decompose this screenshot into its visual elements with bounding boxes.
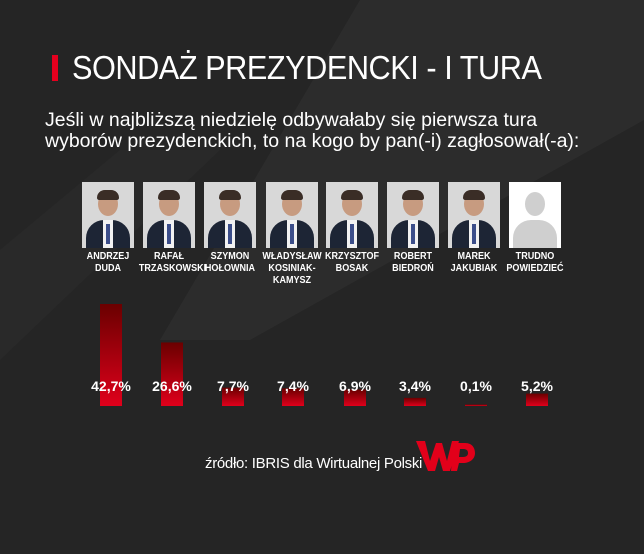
anonymous-silhouette-icon — [509, 182, 561, 248]
candidate-name: RAFAŁ TRZASKOWSKI — [138, 250, 207, 274]
candidate-photo — [143, 182, 195, 248]
candidate-photo — [387, 182, 439, 248]
bar-value-label: 42,7% — [91, 378, 131, 394]
candidate-name: TRUDNO POWIEDZIEĆ — [506, 250, 564, 274]
candidate-list: ANDRZEJ DUDA RAFAŁ TRZASKOWSKI SZYMON HOŁO… — [80, 182, 570, 292]
title-accent-bar — [52, 55, 58, 81]
bar-value-label: 7,7% — [217, 378, 249, 394]
candidate-2: SZYMON HOŁOWNIA — [204, 182, 256, 274]
bar-3 — [282, 388, 304, 406]
candidate-name: WŁADYSŁAW KOSINIAK- KAMYSZ — [262, 250, 322, 286]
bar-value-label: 6,9% — [339, 378, 371, 394]
bar-value-label: 5,2% — [521, 378, 553, 394]
bar-2 — [222, 387, 244, 406]
candidate-photo — [266, 182, 318, 248]
bar-7 — [526, 393, 548, 406]
candidate-photo — [448, 182, 500, 248]
bar-value-label: 3,4% — [399, 378, 431, 394]
candidate-name: MAREK JAKUBIAK — [450, 250, 498, 274]
title-row: SONDAŻ PREZYDENCKI - I TURA — [52, 48, 577, 88]
bar-5 — [404, 397, 426, 406]
candidate-name: SZYMON HOŁOWNIA — [204, 250, 256, 274]
bar-value-label: 7,4% — [277, 378, 309, 394]
bar-1 — [161, 342, 183, 406]
candidate-photo — [326, 182, 378, 248]
candidate-name: ROBERT BIEDROŃ — [392, 250, 434, 274]
source-note: źródło: IBRIS dla Wirtualnej Polski — [205, 455, 423, 472]
candidate-7: TRUDNO POWIEDZIEĆ — [506, 182, 564, 274]
bar-4 — [344, 389, 366, 406]
candidate-1: RAFAŁ TRZASKOWSKI — [139, 182, 206, 274]
candidate-photo — [82, 182, 134, 248]
candidate-name: ANDRZEJ DUDA — [86, 250, 130, 274]
bar-0 — [100, 304, 122, 406]
candidate-0: ANDRZEJ DUDA — [82, 182, 134, 274]
candidate-photo — [204, 182, 256, 248]
poll-question: Jeśli w najbliższą niedzielę odbywałaby … — [45, 109, 580, 152]
candidate-4: KRZYSZTOF BOSAK — [325, 182, 379, 274]
bar-value-label: 0,1% — [460, 378, 492, 394]
candidate-5: ROBERT BIEDROŃ — [387, 182, 439, 274]
candidate-3: WŁADYSŁAW KOSINIAK- KAMYSZ — [262, 182, 322, 286]
candidate-name: KRZYSZTOF BOSAK — [324, 250, 380, 274]
bar-6 — [465, 404, 487, 406]
bar-value-label: 26,6% — [152, 378, 192, 394]
candidate-6: MAREK JAKUBIAK — [448, 182, 500, 274]
wp-logo — [416, 441, 475, 471]
page-title: SONDAŻ PREZYDENCKI - I TURA — [72, 49, 542, 86]
